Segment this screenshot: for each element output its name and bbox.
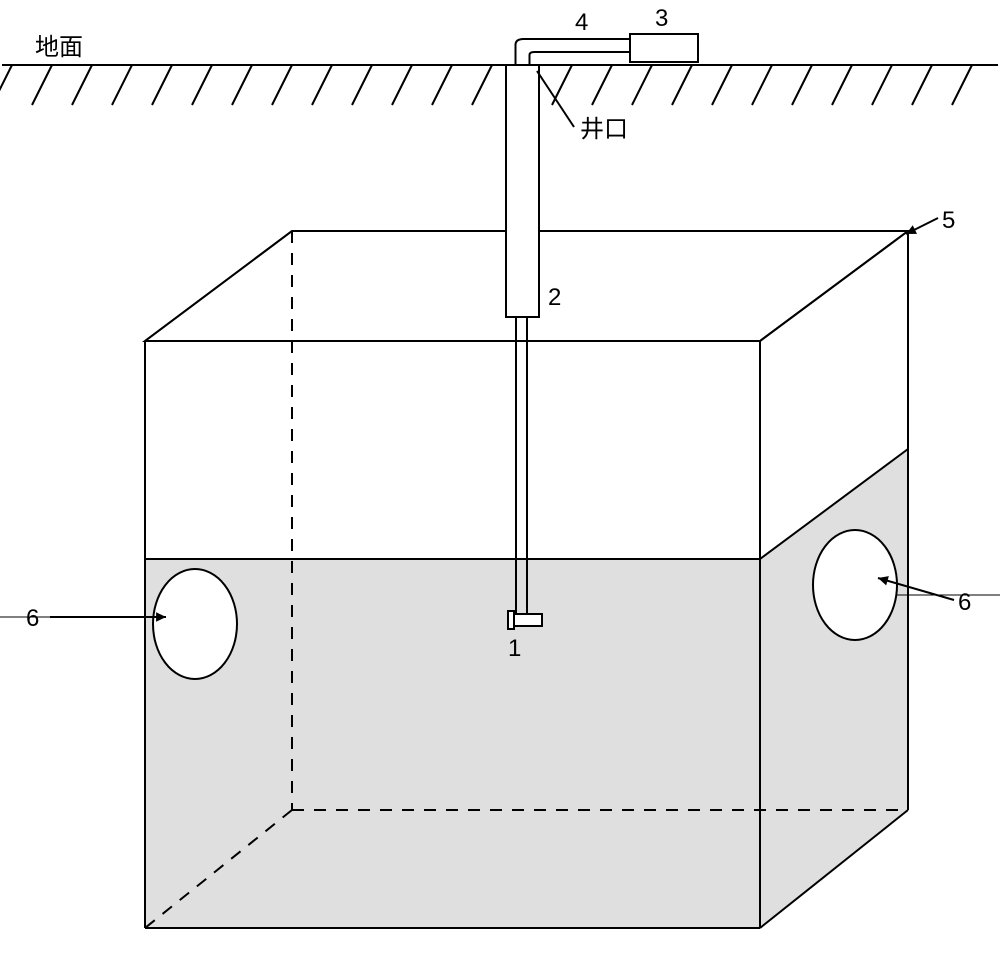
ground-hatch [752, 65, 772, 105]
ground-hatch [232, 65, 252, 105]
ground-hatch [432, 65, 452, 105]
ground-hatch [952, 65, 972, 105]
elbow-inner [530, 52, 631, 65]
wellhead-leader [537, 71, 574, 127]
tool-body [514, 614, 542, 626]
ground-hatch [872, 65, 892, 105]
casing [506, 65, 539, 317]
callout-2: 2 [548, 284, 561, 311]
ground-hatch [0, 65, 12, 105]
ground-hatch [832, 65, 852, 105]
ground-hatch [72, 65, 92, 105]
ground-hatch [192, 65, 212, 105]
ground-hatch [392, 65, 412, 105]
ground-hatch [592, 65, 612, 105]
ground-hatch [672, 65, 692, 105]
ground-hatch [472, 65, 492, 105]
ground-hatch [912, 65, 932, 105]
hole-left [153, 569, 237, 679]
ground-hatch [152, 65, 172, 105]
callout-4: 4 [575, 9, 588, 36]
callout-6-left: 6 [26, 605, 39, 632]
ground-hatch [712, 65, 732, 105]
device-box [630, 34, 698, 62]
callout-6-right: 6 [958, 589, 971, 616]
ground-hatch [792, 65, 812, 105]
ground-hatch [312, 65, 332, 105]
cube-right-lower [760, 449, 908, 928]
ground-hatch [112, 65, 132, 105]
ground-label: 地面 [35, 34, 83, 61]
ground-hatch [32, 65, 52, 105]
wellhead-label: 井口 [580, 116, 628, 143]
ground-hatch [352, 65, 372, 105]
callout-5: 5 [942, 207, 955, 234]
ground-hatch [632, 65, 652, 105]
ground-hatch [272, 65, 292, 105]
callout-1: 1 [508, 635, 521, 662]
callout-3: 3 [655, 5, 668, 32]
hole-right [813, 530, 897, 640]
tool-cap [508, 611, 514, 629]
